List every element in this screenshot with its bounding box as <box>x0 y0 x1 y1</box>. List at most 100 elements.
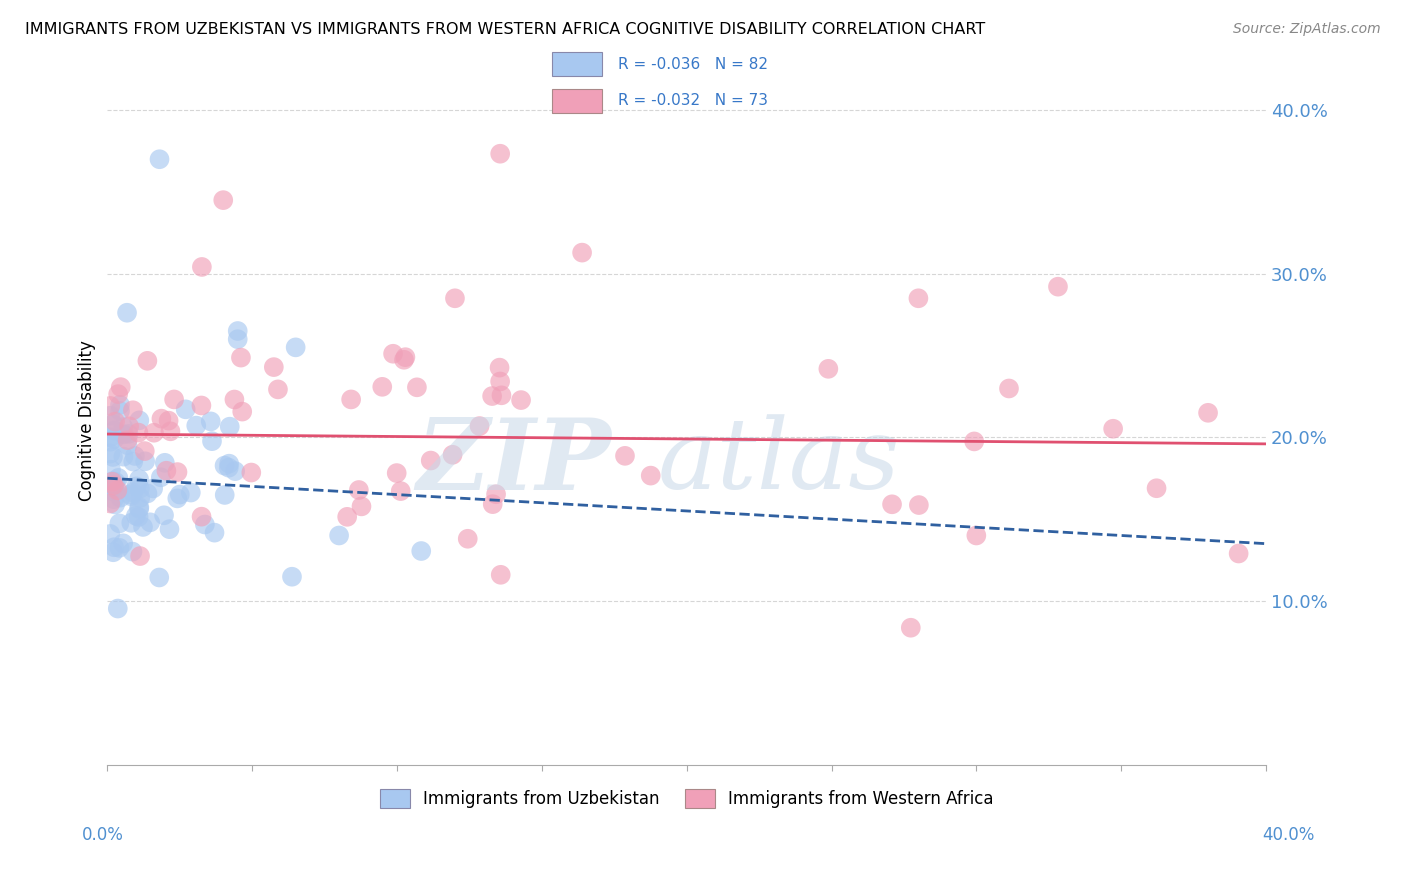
Point <box>218 419 240 434</box>
Point <box>194 517 217 532</box>
Point <box>485 487 508 501</box>
Point <box>98 447 121 461</box>
Point <box>120 487 142 501</box>
Point <box>125 508 148 523</box>
Point <box>101 450 124 464</box>
Point <box>328 528 350 542</box>
Point <box>166 465 188 479</box>
Point <box>150 411 173 425</box>
Point <box>117 426 139 441</box>
Point <box>121 544 143 558</box>
Point <box>149 470 172 484</box>
Point <box>190 509 212 524</box>
Point <box>284 340 307 354</box>
Point <box>103 478 125 492</box>
Point <box>226 332 249 346</box>
Point <box>174 402 197 417</box>
Point <box>101 483 124 498</box>
Point <box>107 471 129 485</box>
Point <box>122 403 145 417</box>
Point <box>136 354 159 368</box>
Point <box>214 488 236 502</box>
Point <box>128 501 150 516</box>
Point <box>963 434 986 449</box>
Point <box>148 153 170 167</box>
Point <box>104 475 127 489</box>
Point <box>166 491 188 506</box>
Point <box>340 392 363 407</box>
Point <box>108 398 131 412</box>
Point <box>100 483 122 497</box>
Point <box>229 351 252 365</box>
Point <box>214 458 236 473</box>
Point <box>120 516 142 530</box>
Point <box>382 347 405 361</box>
Point <box>1227 547 1250 561</box>
Y-axis label: Cognitive Disability: Cognitive Disability <box>79 341 96 501</box>
Point <box>468 419 491 434</box>
Point <box>110 380 132 394</box>
Legend: Immigrants from Uzbekistan, Immigrants from Western Africa: Immigrants from Uzbekistan, Immigrants f… <box>373 782 1000 814</box>
Point <box>122 485 145 500</box>
Point <box>481 497 503 511</box>
Point <box>129 491 152 505</box>
Point <box>411 544 433 558</box>
Point <box>110 491 132 505</box>
Point <box>481 389 503 403</box>
Point <box>163 392 186 407</box>
Point <box>103 417 125 432</box>
Text: 0.0%: 0.0% <box>82 826 124 844</box>
Point <box>419 453 441 467</box>
Point <box>115 306 138 320</box>
Point <box>129 549 152 563</box>
Point <box>389 484 412 499</box>
Point <box>103 424 125 438</box>
Point <box>105 483 128 498</box>
Point <box>159 522 181 536</box>
Point <box>907 291 929 305</box>
Point <box>108 516 131 531</box>
Point <box>104 415 127 429</box>
Point <box>98 480 121 494</box>
Point <box>108 404 131 418</box>
Point <box>136 486 159 500</box>
Point <box>128 510 150 524</box>
Text: atlas: atlas <box>658 415 901 510</box>
Point <box>98 496 121 510</box>
Point <box>457 532 479 546</box>
Point <box>127 425 149 440</box>
Point <box>139 516 162 530</box>
Point <box>112 420 135 434</box>
Point <box>128 482 150 496</box>
Point <box>112 427 135 442</box>
Point <box>180 485 202 500</box>
Point <box>201 434 224 449</box>
Point <box>263 360 285 375</box>
Point <box>117 433 139 447</box>
Point <box>104 498 127 512</box>
Point <box>1102 422 1125 436</box>
Point <box>571 245 593 260</box>
Point <box>148 570 170 584</box>
Point <box>640 468 662 483</box>
Point <box>488 360 510 375</box>
Point <box>112 450 135 464</box>
Point <box>98 399 121 413</box>
Point <box>132 520 155 534</box>
Point <box>406 380 429 394</box>
Point <box>153 508 176 523</box>
Point <box>186 418 208 433</box>
Point <box>1046 279 1069 293</box>
Point <box>394 350 416 364</box>
Point <box>107 387 129 401</box>
Point <box>965 528 987 542</box>
Point <box>240 466 263 480</box>
Point <box>347 483 370 497</box>
Bar <box>553 88 602 112</box>
Point <box>157 414 180 428</box>
Point <box>614 449 637 463</box>
Point <box>124 449 146 463</box>
Point <box>169 487 191 501</box>
Point <box>489 375 512 389</box>
Point <box>103 479 125 493</box>
